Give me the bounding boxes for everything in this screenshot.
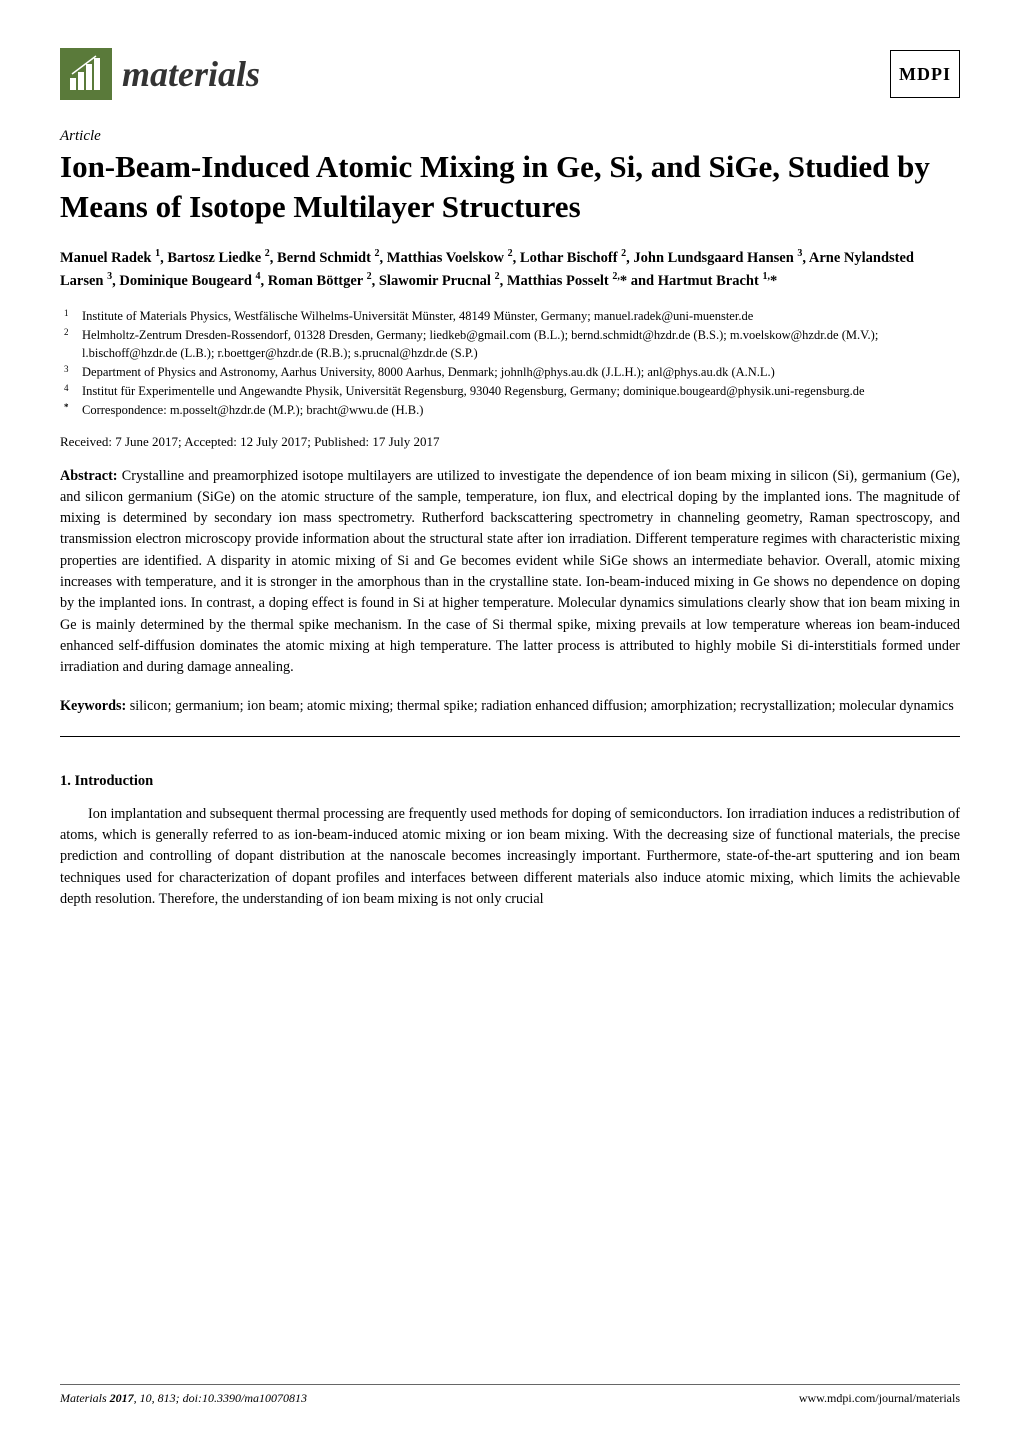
- affiliation-text: Correspondence: m.posselt@hzdr.de (M.P.)…: [82, 401, 960, 419]
- affiliation-1: 1 Institute of Materials Physics, Westfä…: [82, 307, 960, 325]
- journal-name: materials: [122, 53, 260, 95]
- article-title: Ion-Beam-Induced Atomic Mixing in Ge, Si…: [60, 147, 960, 228]
- footer-url: www.mdpi.com/journal/materials: [799, 1391, 960, 1406]
- affiliation-sup: 3: [64, 363, 82, 381]
- abstract-text: Crystalline and preamorphized isotope mu…: [60, 468, 960, 676]
- affiliation-text: Helmholtz-Zentrum Dresden-Rossendorf, 01…: [82, 326, 960, 362]
- dates-line: Received: 7 June 2017; Accepted: 12 July…: [60, 434, 960, 450]
- journal-logo: materials: [60, 48, 260, 100]
- section-divider: [60, 736, 960, 737]
- section-1-heading: 1. Introduction: [60, 773, 960, 790]
- affiliation-text: Department of Physics and Astronomy, Aar…: [82, 363, 960, 381]
- affiliation-2: 2 Helmholtz-Zentrum Dresden-Rossendorf, …: [82, 326, 960, 362]
- footer-citation: Materials 2017, 10, 813; doi:10.3390/ma1…: [60, 1391, 307, 1406]
- abstract-label: Abstract:: [60, 468, 118, 484]
- affiliation-3: 3 Department of Physics and Astronomy, A…: [82, 363, 960, 381]
- article-type-label: Article: [60, 128, 960, 145]
- section-1-body: Ion implantation and subsequent thermal …: [60, 804, 960, 910]
- affiliation-sup: 2: [64, 326, 82, 362]
- affiliation-sup: 1: [64, 307, 82, 325]
- affiliation-4: 4 Institut für Experimentelle und Angewa…: [82, 382, 960, 400]
- affiliation-text: Institut für Experimentelle und Angewand…: [82, 382, 960, 400]
- publisher-logo: MDPI: [890, 50, 960, 98]
- publisher-text: MDPI: [899, 64, 951, 85]
- keywords-text: silicon; germanium; ion beam; atomic mix…: [130, 698, 954, 714]
- keywords-label: Keywords:: [60, 698, 126, 714]
- affiliation-sup: *: [64, 401, 82, 419]
- authors-list: Manuel Radek 1, Bartosz Liedke 2, Bernd …: [60, 246, 960, 293]
- header-row: materials MDPI: [60, 48, 960, 100]
- abstract-block: Abstract: Crystalline and preamorphized …: [60, 466, 960, 679]
- materials-icon: [60, 48, 112, 100]
- affiliations-block: 1 Institute of Materials Physics, Westfä…: [60, 307, 960, 420]
- keywords-block: Keywords: silicon; germanium; ion beam; …: [60, 696, 960, 717]
- page-footer: Materials 2017, 10, 813; doi:10.3390/ma1…: [60, 1384, 960, 1406]
- affiliation-correspondence: * Correspondence: m.posselt@hzdr.de (M.P…: [82, 401, 960, 419]
- affiliation-text: Institute of Materials Physics, Westfäli…: [82, 307, 960, 325]
- affiliation-sup: 4: [64, 382, 82, 400]
